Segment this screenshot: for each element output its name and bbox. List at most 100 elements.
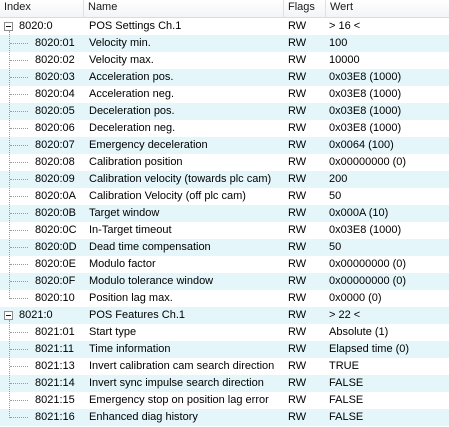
row-flags: RW bbox=[288, 54, 307, 66]
row-flags: RW bbox=[288, 105, 307, 117]
table-row[interactable]: 8021:01 Start type RW Absolute (1) bbox=[0, 324, 449, 341]
row-value[interactable]: 0x000A (10) bbox=[329, 207, 389, 219]
row-value[interactable]: 50 bbox=[329, 190, 342, 202]
column-header-name[interactable]: Name bbox=[84, 0, 284, 17]
row-value[interactable]: 0x03E8 (1000) bbox=[329, 122, 402, 134]
table-row[interactable]: 8020:09 Calibration velocity (towards plc… bbox=[0, 171, 449, 188]
row-flags: RW bbox=[288, 241, 307, 253]
row-flags: RW bbox=[288, 88, 307, 100]
row-index: 8020:0C bbox=[35, 224, 77, 236]
row-index: 8020:08 bbox=[35, 156, 75, 168]
row-value[interactable]: > 22 < bbox=[329, 309, 361, 321]
row-index: 8020:01 bbox=[35, 37, 75, 49]
table-row[interactable]: 8020:0C In-Target timeout RW 0x03E8 (1000) bbox=[0, 222, 449, 239]
row-value[interactable]: 0x03E8 (1000) bbox=[329, 105, 402, 117]
table-row[interactable]: 8021:14 Invert sync impulse search direct… bbox=[0, 375, 449, 392]
tree-connector-line bbox=[10, 298, 28, 299]
row-flags: RW bbox=[288, 309, 307, 321]
tree-connector-line bbox=[10, 417, 28, 418]
row-name: POS Settings Ch.1 bbox=[89, 20, 182, 32]
tree-group-row[interactable]: 8020:0 POS Settings Ch.1 RW > 16 < bbox=[0, 18, 449, 35]
table-row[interactable]: 8021:11 Time information RW Elapsed time (0… bbox=[0, 341, 449, 358]
row-flags: RW bbox=[288, 207, 307, 219]
table-row[interactable]: 8020:0D Dead time compensation RW 50 bbox=[0, 239, 449, 256]
row-flags: RW bbox=[288, 139, 307, 151]
row-index: 8020:09 bbox=[35, 173, 75, 185]
row-value[interactable]: TRUE bbox=[329, 360, 359, 372]
row-value[interactable]: 0x00000000 (0) bbox=[329, 275, 407, 287]
row-value[interactable]: Absolute (1) bbox=[329, 326, 389, 338]
tree-group-row[interactable]: 8021:0 POS Features Ch.1 RW > 22 < bbox=[0, 307, 449, 324]
table-row[interactable]: 8020:0B Target window RW 0x000A (10) bbox=[0, 205, 449, 222]
row-value[interactable]: FALSE bbox=[329, 411, 364, 423]
row-index: 8020:10 bbox=[35, 292, 75, 304]
tree-connector-line bbox=[10, 77, 28, 78]
table-row[interactable]: 8020:07 Emergency deceleration RW 0x0064 (1… bbox=[0, 137, 449, 154]
row-index: 8020:0 bbox=[19, 20, 53, 32]
table-row[interactable]: 8020:02 Velocity max. RW 10000 bbox=[0, 52, 449, 69]
table-row[interactable]: 8020:03 Acceleration pos. RW 0x03E8 (1000) bbox=[0, 69, 449, 86]
collapse-toggle-icon[interactable] bbox=[4, 311, 13, 320]
column-header-value[interactable]: Wert bbox=[330, 1, 354, 13]
row-name: Enhanced diag history bbox=[89, 411, 198, 423]
table-row[interactable]: 8020:05 Deceleration pos. RW 0x03E8 (1000) bbox=[0, 103, 449, 120]
table-row[interactable]: 8020:01 Velocity min. RW 100 bbox=[0, 35, 449, 52]
row-value[interactable]: 0x03E8 (1000) bbox=[329, 88, 402, 100]
table-row[interactable]: 8021:13 Invert calibration cam search dir… bbox=[0, 358, 449, 375]
row-name: Emergency stop on position lag error bbox=[89, 394, 269, 406]
row-value[interactable]: FALSE bbox=[329, 377, 364, 389]
table-row[interactable]: 8020:06 Deceleration neg. RW 0x03E8 (1000) bbox=[0, 120, 449, 137]
row-flags: RW bbox=[288, 71, 307, 83]
table-row[interactable]: 8021:16 Enhanced diag history RW FALSE bbox=[0, 409, 449, 426]
row-name: Modulo tolerance window bbox=[89, 275, 214, 287]
table-row[interactable]: 8020:0A Calibration Velocity (off plc cam… bbox=[0, 188, 449, 205]
collapse-toggle-icon[interactable] bbox=[4, 22, 13, 31]
row-name: Calibration position bbox=[89, 156, 183, 168]
row-name: Position lag max. bbox=[89, 292, 173, 304]
row-index: 8021:15 bbox=[35, 394, 75, 406]
row-value[interactable]: 200 bbox=[329, 173, 348, 185]
row-value[interactable]: > 16 < bbox=[329, 20, 361, 32]
row-name: In-Target timeout bbox=[89, 224, 172, 236]
tree-connector-line bbox=[10, 332, 28, 333]
tree-connector-line bbox=[10, 196, 28, 197]
row-value[interactable]: 0x0064 (100) bbox=[329, 139, 394, 151]
row-value[interactable]: 0x03E8 (1000) bbox=[329, 71, 402, 83]
row-flags: RW bbox=[288, 224, 307, 236]
tree-connector-line bbox=[10, 128, 28, 129]
tree-connector-line bbox=[10, 94, 28, 95]
row-flags: RW bbox=[288, 122, 307, 134]
row-flags: RW bbox=[288, 394, 307, 406]
row-name: Emergency deceleration bbox=[89, 139, 208, 151]
row-name: Time information bbox=[89, 343, 171, 355]
row-index: 8020:0D bbox=[35, 241, 77, 253]
column-header-flags[interactable]: Flags bbox=[284, 0, 326, 17]
tree-connector-line bbox=[10, 247, 28, 248]
tree-vertical-line bbox=[9, 31, 10, 299]
table-row[interactable]: 8020:04 Acceleration neg. RW 0x03E8 (1000) bbox=[0, 86, 449, 103]
row-value[interactable]: 0x0000 (0) bbox=[329, 292, 382, 304]
row-value[interactable]: 0x03E8 (1000) bbox=[329, 224, 402, 236]
row-name: Velocity max. bbox=[89, 54, 154, 66]
row-value[interactable]: Elapsed time (0) bbox=[329, 343, 410, 355]
tree-vertical-line bbox=[9, 320, 10, 418]
row-index: 8020:0E bbox=[35, 258, 76, 270]
table-row[interactable]: 8021:15 Emergency stop on position lag er… bbox=[0, 392, 449, 409]
column-header-index[interactable]: Index bbox=[0, 0, 84, 17]
row-value[interactable]: 50 bbox=[329, 241, 342, 253]
row-flags: RW bbox=[288, 411, 307, 423]
table-row[interactable]: 8020:10 Position lag max. RW 0x0000 (0) bbox=[0, 290, 449, 307]
row-value[interactable]: 10000 bbox=[329, 54, 360, 66]
table-row[interactable]: 8020:0E Modulo factor RW 0x00000000 (0) bbox=[0, 256, 449, 273]
row-value[interactable]: 100 bbox=[329, 37, 348, 49]
row-value[interactable]: 0x00000000 (0) bbox=[329, 156, 407, 168]
table-row[interactable]: 8020:08 Calibration position RW 0x00000000 … bbox=[0, 154, 449, 171]
row-value[interactable]: FALSE bbox=[329, 394, 364, 406]
row-name: POS Features Ch.1 bbox=[89, 309, 185, 321]
row-index: 8020:05 bbox=[35, 105, 75, 117]
tree-connector-line bbox=[10, 60, 28, 61]
table-row[interactable]: 8020:0F Modulo tolerance window RW 0x000000… bbox=[0, 273, 449, 290]
row-index: 8020:0A bbox=[35, 190, 76, 202]
row-value[interactable]: 0x00000000 (0) bbox=[329, 258, 407, 270]
